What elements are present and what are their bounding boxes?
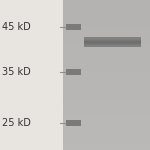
- Bar: [66, 24, 81, 30]
- Text: 45 kD: 45 kD: [2, 22, 30, 32]
- Text: 35 kD: 35 kD: [2, 67, 30, 77]
- Bar: [66, 69, 81, 75]
- Text: 25 kD: 25 kD: [2, 118, 30, 128]
- Bar: [63, 0, 150, 150]
- Bar: [66, 120, 81, 126]
